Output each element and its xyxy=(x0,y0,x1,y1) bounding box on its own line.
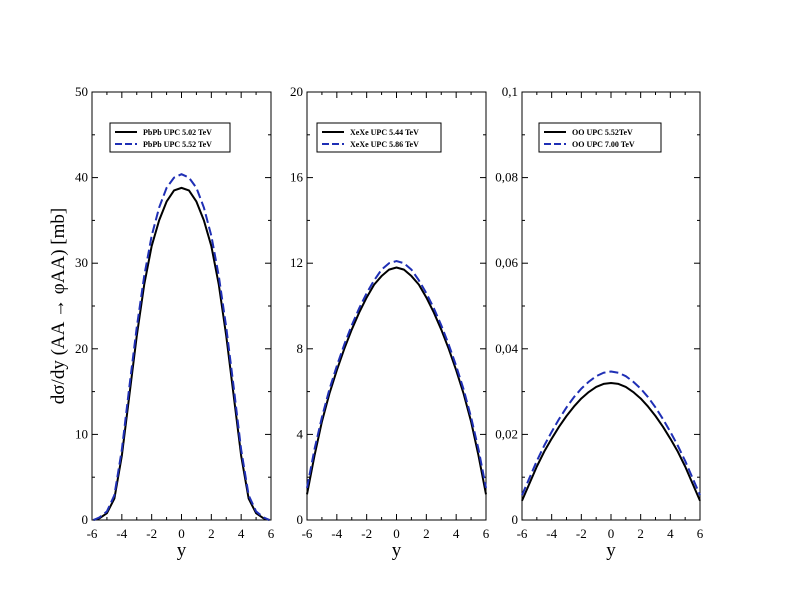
plot-frame xyxy=(91,91,272,521)
x-tick-label: -4 xyxy=(546,526,557,541)
x-tick-label: 6 xyxy=(268,526,275,541)
y-tick-label: 0,1 xyxy=(502,84,518,99)
legend: OO UPC 5.52TeV OO UPC 7.00 TeV xyxy=(538,122,662,153)
series-line-solid xyxy=(521,382,701,502)
x-tick-label: 2 xyxy=(423,526,430,541)
plot-frame xyxy=(306,91,487,521)
series-line-dashed xyxy=(521,370,701,496)
x-tick-label: 0 xyxy=(608,526,615,541)
y-tick-label: 16 xyxy=(290,170,304,185)
legend: PbPb UPC 5.02 TeV PbPb UPC 5.52 TeV xyxy=(109,122,231,153)
x-axis-title: y xyxy=(606,540,616,561)
y-tick-label: 40 xyxy=(75,170,88,185)
series-line-solid xyxy=(93,186,270,521)
y-tick-label: 30 xyxy=(75,255,88,270)
x-tick-label: -6 xyxy=(302,526,313,541)
y-tick-label: 10 xyxy=(75,426,88,441)
y-tick-label: 0,08 xyxy=(495,170,518,185)
y-tick-label: 0,04 xyxy=(495,341,518,356)
legend-label: XeXe UPC 5.44 TeV xyxy=(350,128,419,137)
y-tick-label: 0 xyxy=(82,512,89,527)
y-tick-label: 0,02 xyxy=(495,426,518,441)
legend-box xyxy=(109,122,231,153)
x-tick-label: 0 xyxy=(393,526,400,541)
x-tick-label: 4 xyxy=(667,526,674,541)
x-tick-label: -2 xyxy=(146,526,157,541)
y-tick-label: 8 xyxy=(297,341,304,356)
series-line-dashed xyxy=(306,260,487,489)
legend: XeXe UPC 5.44 TeV XeXe UPC 5.86 TeV xyxy=(316,122,442,153)
legend-label: OO UPC 5.52TeV xyxy=(572,128,633,137)
legend-label: XeXe UPC 5.86 TeV xyxy=(350,140,419,149)
y-tick-label: 4 xyxy=(297,426,304,441)
x-tick-label: -2 xyxy=(576,526,587,541)
y-tick-label: 0 xyxy=(512,512,519,527)
x-tick-label: -4 xyxy=(116,526,127,541)
series-line-dashed xyxy=(93,173,270,521)
legend-label: OO UPC 7.00 TeV xyxy=(572,140,635,149)
legend-box xyxy=(316,122,442,153)
x-axis-title: y xyxy=(177,540,187,561)
x-tick-label: 4 xyxy=(453,526,460,541)
x-tick-label: 0 xyxy=(178,526,185,541)
y-axis-title: dσ/dy (AA → φAA) [mb] xyxy=(48,208,69,404)
x-tick-label: -6 xyxy=(517,526,528,541)
legend-box xyxy=(538,122,662,153)
panel-3: -6 -4 -2 0 2 4 6 0 0,02 0,04 0,06 0,08 0,1 y OO UPC 5.… xyxy=(495,84,704,561)
y-tick-label: 12 xyxy=(290,255,303,270)
y-tick-label: 50 xyxy=(75,84,88,99)
x-tick-label: 6 xyxy=(483,526,490,541)
y-tick-label: 0,06 xyxy=(495,255,518,270)
x-tick-label: 6 xyxy=(697,526,704,541)
x-axis-title: y xyxy=(392,540,402,561)
y-tick-label: 20 xyxy=(75,341,88,356)
x-tick-label: -6 xyxy=(87,526,98,541)
x-tick-label: 2 xyxy=(208,526,215,541)
series-line-solid xyxy=(306,266,487,495)
legend-label: PbPb UPC 5.52 TeV xyxy=(143,140,212,149)
y-tick-label: 20 xyxy=(290,84,303,99)
x-tick-label: -2 xyxy=(361,526,372,541)
plot-frame xyxy=(521,91,701,521)
x-tick-label: 4 xyxy=(238,526,245,541)
x-tick-label: 2 xyxy=(637,526,644,541)
y-tick-label: 0 xyxy=(297,512,304,527)
legend-label: PbPb UPC 5.02 TeV xyxy=(143,128,212,137)
x-tick-label: -4 xyxy=(331,526,342,541)
